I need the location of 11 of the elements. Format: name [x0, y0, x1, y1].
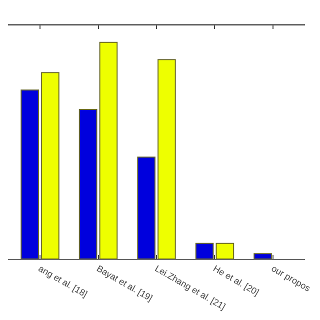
- bar: [20, 90, 39, 259]
- x-tick-label: ang et al. [18]: [36, 263, 90, 300]
- bar: [254, 253, 272, 259]
- bar: [195, 242, 214, 259]
- bar: [99, 42, 118, 259]
- bar: [158, 59, 176, 259]
- x-tick-label: He et al. [20]: [211, 263, 261, 298]
- bar: [216, 242, 234, 259]
- bar: [41, 72, 60, 259]
- bar: [78, 109, 98, 259]
- bar: [137, 156, 156, 259]
